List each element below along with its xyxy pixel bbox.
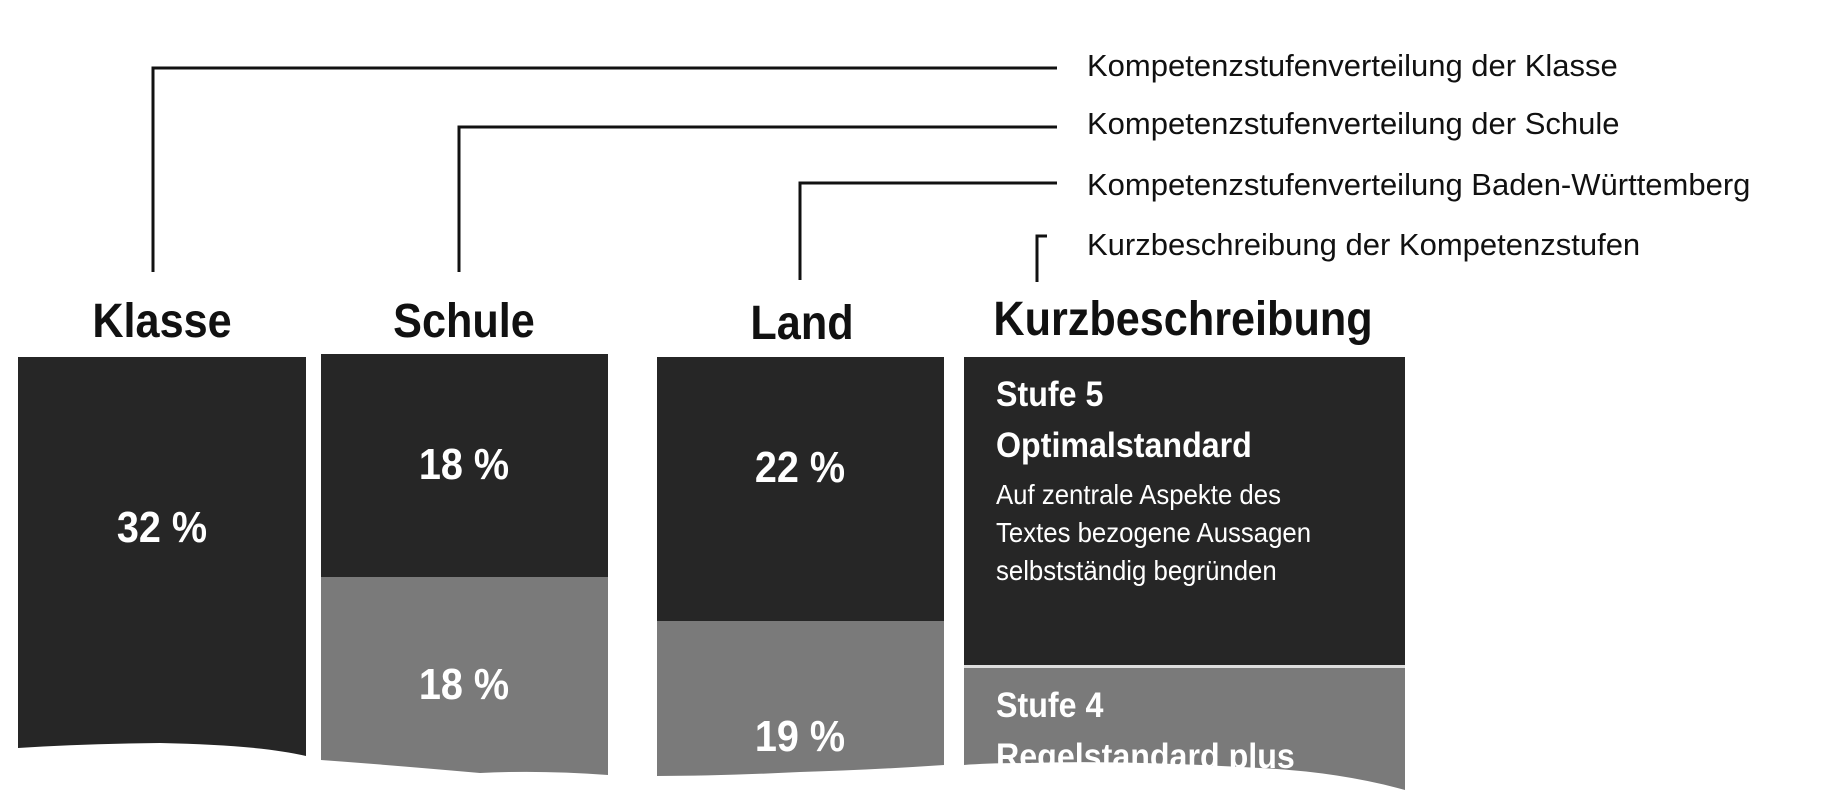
- klasse-stufe5-value: 32 %: [116, 503, 208, 552]
- legend-klasse: Kompetenzstufenverteilung der Klasse: [1087, 48, 1618, 83]
- schule-stufe5-block: [321, 354, 608, 577]
- stufe4-name: Regelstandard plus: [996, 737, 1295, 775]
- header-klasse: Klasse: [92, 295, 232, 348]
- kurz-stufe4-block: [964, 668, 1405, 790]
- header-land: Land: [750, 297, 854, 350]
- stufe5-level: Stufe 5: [996, 375, 1104, 414]
- header-schule: Schule: [393, 295, 535, 348]
- legend-schule: Kompetenzstufenverteilung der Schule: [1087, 106, 1620, 141]
- land-stufe4-block: [657, 621, 944, 776]
- legend-land: Kompetenzstufenverteilung Baden-Württemb…: [1087, 167, 1751, 202]
- stufe4-name-clip: Regelstandard plus: [990, 735, 1410, 775]
- connector-klasse: [151, 66, 1057, 272]
- header-kurz: Kurzbeschreibung: [993, 293, 1373, 346]
- stufe5-desc-line-1: Auf zentrale Aspekte des: [996, 479, 1281, 510]
- legend-kurz: Kurzbeschreibung der Kompetenzstufen: [1087, 227, 1641, 262]
- stufe4-level: Stufe 4: [996, 686, 1104, 725]
- connector-kurz: [1035, 234, 1047, 282]
- land-stufe5-block: [657, 357, 944, 621]
- schule-stufe4-block: [321, 577, 608, 775]
- stufe5-name: Optimalstandard: [996, 426, 1252, 465]
- connector-schule: [457, 125, 1057, 272]
- schule-stufe4-value: 18 %: [418, 660, 510, 709]
- klasse-stufe5-block: [18, 357, 306, 756]
- kurz-stufe5-block: [964, 357, 1405, 665]
- stufe5-desc-line-3: selbstständig begründen: [996, 555, 1277, 586]
- land-stufe4-value: 19 %: [754, 712, 846, 761]
- schule-stufe5-value: 18 %: [418, 440, 510, 489]
- kurz-divider: [964, 665, 1405, 668]
- land-stufe5-value: 22 %: [754, 443, 846, 492]
- stufe5-desc-line-2: Textes bezogene Aussagen: [996, 517, 1312, 548]
- connector-land: [798, 181, 1057, 280]
